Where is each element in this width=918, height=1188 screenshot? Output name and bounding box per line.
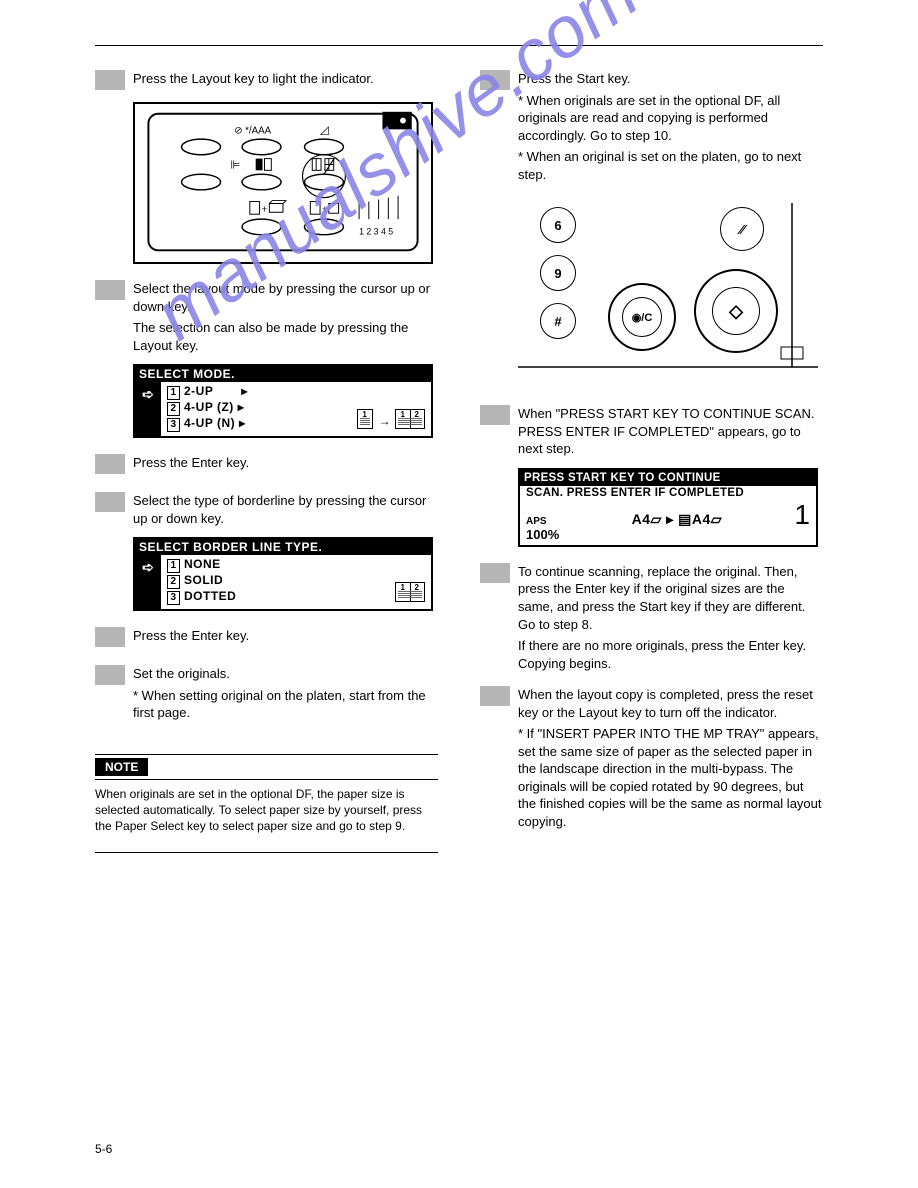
step-10: When the layout copy is completed, press… — [480, 686, 823, 830]
step-3-text: Press the Enter key. — [133, 454, 249, 472]
step-4-text: Select the type of borderline by pressin… — [133, 492, 438, 527]
left-column: Press the Layout key to light the indica… — [95, 70, 438, 853]
lcd-border-item-1: 1NONE — [167, 557, 427, 573]
mode-item-2-label: 4-UP (Z) — [184, 400, 234, 414]
border-item-1-label: NONE — [184, 557, 221, 571]
svg-text:◿: ◿ — [320, 123, 330, 136]
step-6-text: Set the originals. * When setting origin… — [133, 665, 438, 722]
lcd-cursor-col-2: ➪ — [135, 555, 161, 609]
keypad-9-label: 9 — [554, 266, 561, 281]
step-7-text-c: * When an original is set on the platen,… — [518, 149, 801, 182]
step-7-text-a: Press the Start key. — [518, 71, 630, 86]
lcd-border-item-3: 3DOTTED — [167, 589, 427, 605]
svg-text:⊘ */AAA: ⊘ */AAA — [234, 125, 271, 136]
lcd-border-icon: 12 — [395, 582, 425, 605]
copy-count: 1 — [794, 499, 810, 531]
lcd-press-start: PRESS START KEY TO CONTINUE SCAN. PRESS … — [518, 468, 818, 547]
border-icon-n2: 2 — [410, 583, 424, 592]
note-text: When originals are set in the optional D… — [95, 786, 438, 835]
cursor-arrow-icon: ➪ — [142, 386, 154, 403]
svg-text:⊫: ⊫ — [230, 158, 240, 171]
step-1: Press the Layout key to light the indica… — [95, 70, 438, 90]
mini-wide-n2: 2 — [410, 410, 424, 419]
aps-label: APS — [526, 517, 559, 527]
step-num-6 — [95, 665, 125, 685]
step-2: Select the layout mode by pressing the c… — [95, 280, 438, 354]
keypad-6-label: 6 — [554, 218, 561, 233]
clear-button[interactable]: ⁄⁄ — [720, 207, 764, 251]
step-num-1 — [95, 70, 125, 90]
lcd-mode-icon: 1 → 12 — [357, 409, 425, 432]
step-num-8 — [480, 405, 510, 425]
step-8: When "PRESS START KEY TO CONTINUE SCAN. … — [480, 405, 823, 458]
step-2-text-b: The selection can also be made by pressi… — [133, 320, 408, 353]
keypad-hash-label: # — [554, 314, 561, 329]
step-1-text: Press the Layout key to light the indica… — [133, 70, 374, 88]
clear-label: ⁄⁄ — [740, 222, 744, 237]
step-4: Select the type of borderline by pressin… — [95, 492, 438, 527]
keypad-panel: 6 9 # ⁄⁄ ◉/C ◇ — [518, 197, 818, 387]
step-10-text: When the layout copy is completed, press… — [518, 686, 823, 830]
step-num-9 — [480, 563, 510, 583]
mini-page-num: 1 — [358, 410, 372, 419]
start-button[interactable]: ◇ — [712, 287, 760, 335]
svg-text:+: + — [322, 204, 328, 215]
stop-clear-button[interactable]: ◉/C — [622, 297, 662, 337]
lcd-start-line2: SCAN. PRESS ENTER IF COMPLETED — [526, 487, 810, 499]
cursor-arrow-icon-2: ➪ — [142, 559, 154, 576]
step-9: To continue scanning, replace the origin… — [480, 563, 823, 672]
lcd-border-item-2: 2 SOLID — [167, 573, 427, 589]
page-number: 5-6 — [95, 1142, 112, 1156]
lcd-start-head: PRESS START KEY TO CONTINUE — [520, 470, 816, 486]
lcd-select-border: SELECT BORDER LINE TYPE. ➪ 1NONE 2SOLID … — [133, 537, 433, 611]
step-num-3 — [95, 454, 125, 474]
mode-item-1-label: 2-UP — [184, 384, 213, 398]
border-icon-n1: 1 — [396, 583, 410, 592]
lcd-border-title: SELECT BORDER LINE TYPE. — [135, 539, 431, 555]
tray-numbers: 1 2 3 4 5 — [359, 227, 393, 237]
note-bar: NOTE — [95, 754, 438, 780]
step-2-text: Select the layout mode by pressing the c… — [133, 280, 438, 354]
note-label: NOTE — [95, 758, 148, 776]
step-num-10 — [480, 686, 510, 706]
step-10-text-b: * If "INSERT PAPER INTO THE MP TRAY" app… — [518, 726, 822, 829]
svg-text:+: + — [262, 204, 268, 215]
step-6: Set the originals. * When setting origin… — [95, 665, 438, 722]
step-9-text-a: To continue scanning, replace the origin… — [518, 564, 805, 632]
lcd-mode-title: SELECT MODE. — [135, 366, 431, 382]
operator-panel-figure: ⊘ */AAA ◿ ⊫ — [133, 102, 433, 264]
step-8-text: When "PRESS START KEY TO CONTINUE SCAN. … — [518, 405, 823, 458]
zoom-pct: 100% — [526, 527, 559, 542]
top-rule — [95, 45, 823, 46]
right-column: Press the Start key. * When originals ar… — [480, 70, 823, 853]
step-7-text-b: * When originals are set in the optional… — [518, 93, 780, 143]
step-5: Press the Enter key. — [95, 627, 438, 647]
step-6-text-a: Set the originals. — [133, 666, 230, 681]
step-num-7 — [480, 70, 510, 90]
start-label: ◇ — [729, 301, 743, 322]
stop-label: ◉/C — [632, 311, 653, 324]
step-10-text-a: When the layout copy is completed, press… — [518, 687, 813, 720]
step-7: Press the Start key. * When originals ar… — [480, 70, 823, 183]
step-7-text: Press the Start key. * When originals ar… — [518, 70, 823, 183]
step-9-text-b: If there are no more originals, press th… — [518, 638, 806, 671]
step-6-text-b: * When setting original on the platen, s… — [133, 688, 426, 721]
paper-a4-line: A4▱ ▸ ▤A4▱ — [632, 511, 722, 528]
lcd-mode-item-1: 12-UP▸ — [167, 384, 427, 400]
step-9-text: To continue scanning, replace the origin… — [518, 563, 823, 672]
step-2-text-a: Select the layout mode by pressing the c… — [133, 281, 430, 314]
step-num-5 — [95, 627, 125, 647]
mode-item-3-label: 4-UP (N) — [184, 416, 235, 430]
lcd-cursor-col: ➪ — [135, 382, 161, 436]
lcd-select-mode: SELECT MODE. ➪ 12-UP▸ 24-UP (Z)▸ 34-UP (… — [133, 364, 433, 438]
mini-wide-n1: 1 — [396, 410, 410, 419]
border-item-3-label: DOTTED — [184, 589, 236, 603]
step-3: Press the Enter key. — [95, 454, 438, 474]
step-5-text: Press the Enter key. — [133, 627, 249, 645]
step-num-4 — [95, 492, 125, 512]
step-num-2 — [95, 280, 125, 300]
border-item-2-label: SOLID — [184, 573, 223, 587]
note-bottom-rule — [95, 852, 438, 853]
